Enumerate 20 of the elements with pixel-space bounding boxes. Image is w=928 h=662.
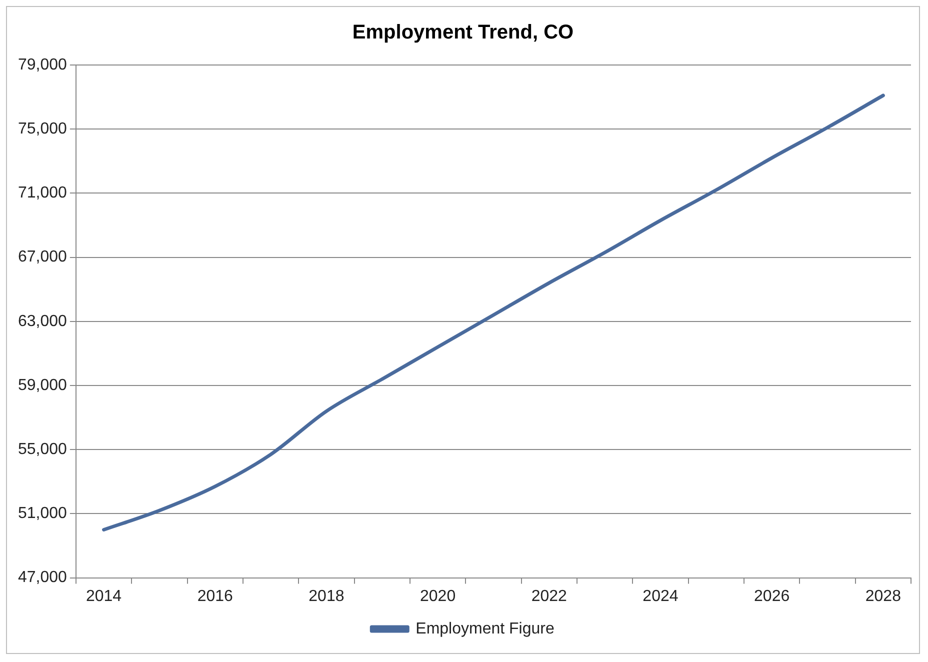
y-tick-label: 75,000 xyxy=(18,120,68,138)
x-tick-label: 2024 xyxy=(642,588,678,605)
line-series xyxy=(102,94,885,532)
chart-title: Employment Trend, CO xyxy=(352,22,574,44)
y-tick-label: 63,000 xyxy=(18,312,68,330)
x-tick-label: 2020 xyxy=(420,588,456,605)
y-tick-label: 47,000 xyxy=(18,569,68,586)
y-tick-label: 59,000 xyxy=(18,376,68,394)
y-tick-label: 71,000 xyxy=(18,184,68,202)
x-tick-label: 2022 xyxy=(531,588,568,605)
x-tick-label: 2014 xyxy=(86,588,122,605)
x-tick-label: 2016 xyxy=(197,588,234,605)
legend-label: Employment Figure xyxy=(416,620,554,638)
x-tick-label: 2026 xyxy=(754,588,790,605)
y-tick-label: 67,000 xyxy=(18,248,68,266)
x-tick-label: 2028 xyxy=(865,588,902,605)
y-tick-label: 51,000 xyxy=(18,505,68,522)
x-tick-label: 2018 xyxy=(308,588,344,605)
y-tick-label: 55,000 xyxy=(18,441,68,458)
y-tick-label: 79,000 xyxy=(18,56,68,74)
